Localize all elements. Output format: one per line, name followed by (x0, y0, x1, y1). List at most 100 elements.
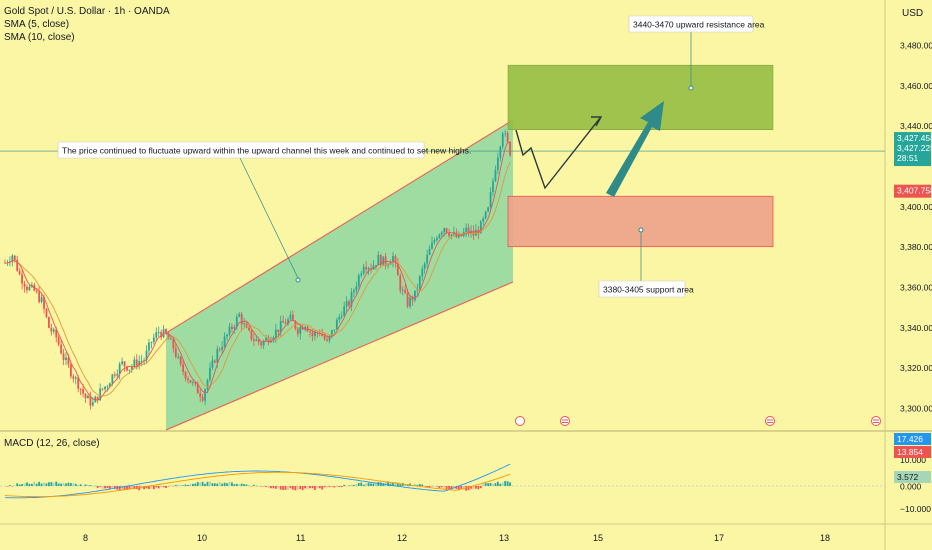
candle-body (443, 228, 446, 233)
candle-body (45, 308, 48, 318)
channel-bottom-line (165, 281, 514, 431)
price-tick-label: 3,460.000 (900, 81, 932, 91)
macd-histogram-bar (260, 486, 263, 487)
macd-histogram-bar (374, 482, 377, 486)
macd-histogram-bar (333, 486, 336, 488)
candle-body (179, 356, 182, 365)
candle-body (177, 356, 180, 358)
price-tick-label: 3,400.000 (900, 202, 932, 212)
candle-body (126, 366, 128, 371)
macd-histogram-bar (133, 486, 136, 490)
level-price-badge (894, 184, 931, 198)
macd-histogram-bar (506, 481, 509, 486)
candle-body (18, 270, 21, 275)
macd-histogram-bar (270, 486, 272, 489)
macd-histogram-bar (248, 485, 250, 486)
macd-histogram-bar (204, 483, 206, 486)
candle-body (260, 342, 263, 346)
macd-histogram-bar (23, 483, 26, 486)
candle-body (423, 263, 426, 269)
macd-histogram-bar (218, 481, 221, 486)
macd-histogram-bar (309, 486, 311, 489)
macd-histogram-bar (367, 482, 370, 486)
candle-body (135, 359, 138, 366)
candle-body (504, 133, 507, 134)
candle-body (445, 228, 448, 233)
macd-histogram-bar (65, 483, 67, 486)
candle-body (196, 383, 199, 394)
macd-histogram-bar (282, 486, 285, 491)
macd-histogram-bar (109, 486, 111, 489)
macd-histogram-bar (331, 486, 333, 487)
sma5-legend: SMA (5, close) (4, 19, 70, 30)
candle-body (377, 255, 380, 266)
candle-body (65, 357, 67, 360)
candle-body (189, 380, 192, 383)
candle-body (309, 331, 311, 333)
candle-body (431, 242, 433, 249)
candle-body (372, 265, 375, 270)
candle-body (21, 274, 23, 284)
candle-body (333, 329, 336, 331)
macd-histogram-bar (428, 486, 431, 488)
channel-leader (239, 157, 299, 279)
macd-histogram-bar (226, 483, 228, 486)
macd-histogram-bar (479, 486, 482, 489)
macd-histogram-bar (462, 486, 465, 490)
candle-body (216, 349, 219, 363)
candle-body (67, 357, 70, 365)
macd-histogram-bar (104, 486, 106, 489)
macd-histogram-bar (231, 482, 233, 486)
macd-histogram-bar (489, 483, 492, 486)
candle-body (174, 348, 177, 357)
candle-body (379, 255, 382, 265)
macd-histogram-bar (365, 483, 368, 486)
channel-top-line (165, 119, 514, 334)
candle-body (496, 157, 499, 171)
candle-body (404, 289, 407, 294)
candle-body (338, 316, 341, 320)
current-price: 28:51 (897, 153, 919, 163)
macd-histogram-bar (155, 486, 158, 488)
macd-histogram-bar (145, 486, 148, 489)
resistance-label-box (628, 15, 754, 33)
macd-histogram-bar (326, 486, 328, 488)
candle-body (89, 395, 92, 406)
macd-tick-label: −10.000 (900, 504, 931, 514)
macd-histogram-bar (414, 483, 416, 486)
macd-histogram-bar (252, 484, 255, 486)
candle-body (35, 290, 38, 292)
macd-histogram-bar (69, 483, 72, 486)
candle-body (16, 259, 19, 271)
macd-histogram-bar (292, 486, 294, 490)
macd-histogram-bar (30, 483, 33, 486)
candle-body (392, 256, 394, 263)
candle-body (226, 334, 228, 337)
macd-histogram-bar (182, 485, 185, 486)
candle-body (289, 314, 292, 320)
macd-tick-label: 10.000 (900, 455, 926, 465)
macd-histogram-bar (318, 486, 321, 489)
price-tick-label: 3,340.000 (900, 323, 932, 333)
candle-body (396, 262, 399, 276)
macd-histogram-bar (167, 486, 170, 487)
candle-body (150, 342, 153, 343)
macd-histogram-bar (484, 483, 487, 486)
candle-body (482, 218, 485, 222)
macd-histogram-bar (101, 486, 104, 489)
candle-body (279, 320, 282, 333)
macd-histogram-bar (311, 486, 314, 489)
current-price: 3,427.225 (897, 143, 932, 153)
candle-body (499, 146, 502, 158)
candle-body (433, 240, 436, 243)
macd-histogram-bar (172, 486, 175, 487)
candle-body (170, 338, 172, 340)
candle-body (428, 248, 431, 255)
candle-body (130, 366, 133, 370)
macd-histogram-bar (279, 486, 282, 490)
macd-histogram-bar (377, 482, 380, 486)
macd-histogram-bar (404, 484, 407, 486)
macd-histogram-bar (438, 486, 441, 488)
candle-body (418, 276, 421, 289)
macd-histogram-bar (199, 482, 202, 486)
